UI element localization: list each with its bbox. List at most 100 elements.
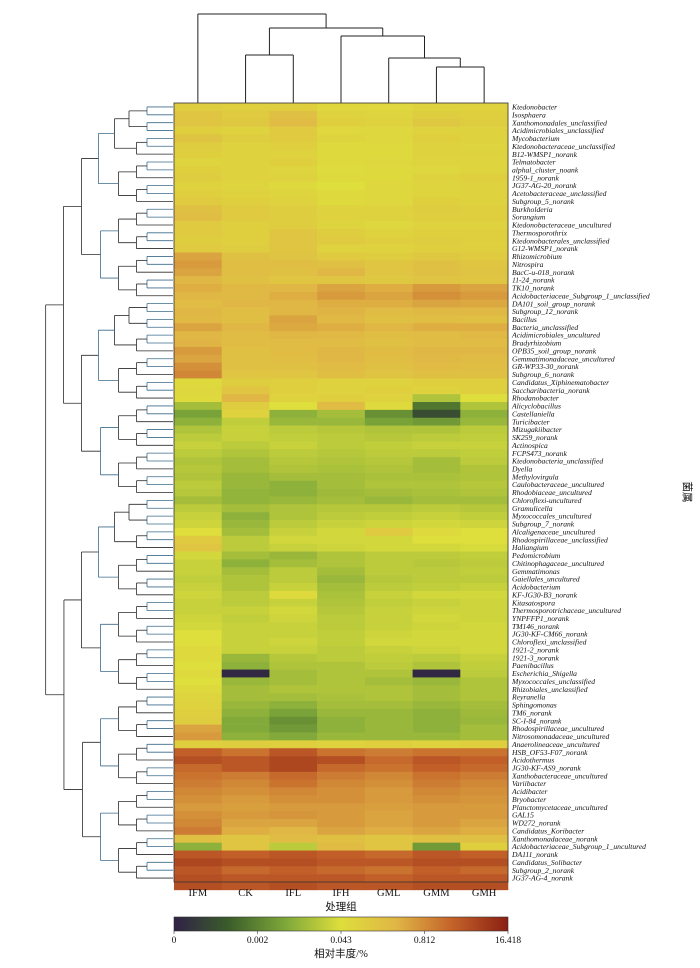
heatmap-cell [412,299,461,308]
heatmap-cell [317,803,366,812]
heatmap-cell [317,708,366,718]
heatmap-cell [317,771,366,781]
heatmap-cell [412,323,461,332]
heatmap-cell [364,189,413,198]
heatmap-cell [460,756,509,765]
heatmap-cell [460,394,509,403]
heatmap-cell [174,291,223,301]
row-label: Bradyrhizobium [512,339,562,348]
heatmap-cell [174,228,223,238]
heatmap-cell [174,299,223,308]
heatmap-cell [269,299,318,308]
heatmap-cell [174,708,223,718]
heatmap-cell [269,598,318,607]
row-label: Subgroup_2_norank [512,866,575,875]
heatmap-cell [221,213,270,222]
row-label: Bacteria_unclassified [512,323,578,332]
row-label: 1921-2_norank [512,645,559,654]
colorbar-tick-label: 0.002 [247,936,269,946]
heatmap-cell [221,307,270,316]
heatmap-cell [269,850,318,859]
heatmap-cell [221,795,270,804]
heatmap-cell [221,771,270,781]
row-label: Acidothermus [511,756,554,765]
heatmap-cell [269,842,318,851]
row-label: Bacillus [512,315,537,324]
heatmap-cell [317,252,366,261]
heatmap-cell [269,134,318,143]
heatmap-cell [317,834,366,843]
heatmap-cell [221,205,270,214]
heatmap-cell [221,496,270,505]
heatmap-cell [269,354,318,363]
heatmap-cell [364,496,413,505]
heatmap-cell [460,197,509,206]
heatmap-cell [174,346,223,356]
heatmap-cell [317,268,366,277]
row-label: Burkholderia [512,205,553,214]
heatmap-cell [364,598,413,607]
heatmap-cell [269,803,318,812]
heatmap-cell [317,661,366,670]
heatmap-cell [221,512,270,521]
row-label: Thermosporotrichaceae_uncultured [512,606,621,615]
heatmap-cell [221,622,270,631]
heatmap-cell [412,732,461,741]
heatmap-cell [174,260,223,269]
heatmap-cell [317,181,366,190]
heatmap-frame [173,102,509,883]
heatmap-cell [460,346,509,356]
heatmap-cell [364,276,413,285]
heatmap-cell [221,362,270,371]
heatmap-cell [364,457,413,466]
heatmap-cell [364,645,413,655]
heatmap-cell [317,142,366,151]
heatmap-cell [269,103,318,112]
heatmap-cell [317,354,366,363]
heatmap-cell [412,693,461,702]
row-label: Myxococcales_uncultured [511,512,592,521]
heatmap-cell [460,732,509,741]
heatmap-cell [221,158,270,167]
heatmap-cell [364,724,413,733]
heatmap-cell [317,150,366,159]
heatmap-cell [364,260,413,269]
heatmap-cell [174,740,223,749]
heatmap-cell [269,283,318,293]
heatmap-cell [221,763,270,773]
heatmap-cell [174,118,223,127]
heatmap-cell [317,228,366,238]
heatmap-cell [460,221,509,230]
heatmap-cell [221,480,270,489]
heatmap-cell [460,323,509,332]
heatmap-cell [364,110,413,120]
heatmap-cell [460,527,509,537]
heatmap-cell [269,708,318,718]
heatmap-cell [174,386,223,395]
heatmap-cell [412,866,461,875]
x-axis-title: 处理组 [325,900,357,913]
heatmap-cell [460,433,509,442]
heatmap-cell [221,575,270,584]
heatmap-cell [221,740,270,749]
heatmap-cell [221,677,270,686]
heatmap-cell [364,653,413,662]
row-label: TM146_norank [512,622,560,631]
heatmap-cell [174,480,223,489]
heatmap-cell [412,118,461,127]
row-label: JG30-KF-CM66_norank [512,630,588,639]
heatmap-cell [460,724,509,733]
heatmap-cell [364,244,413,253]
heatmap-cell [317,748,366,757]
heatmap-cell [364,142,413,151]
heatmap-cell [412,724,461,733]
heatmap-cell [364,795,413,804]
heatmap-cell [174,693,223,702]
heatmap-cell [221,685,270,694]
heatmap-cell [412,677,461,686]
column-label: GMH [472,888,497,899]
heatmap-cell [269,645,318,655]
row-label: 1959-1_norank [512,173,559,182]
row-label: Telmatobacter [512,158,556,167]
heatmap-cell [269,779,318,788]
